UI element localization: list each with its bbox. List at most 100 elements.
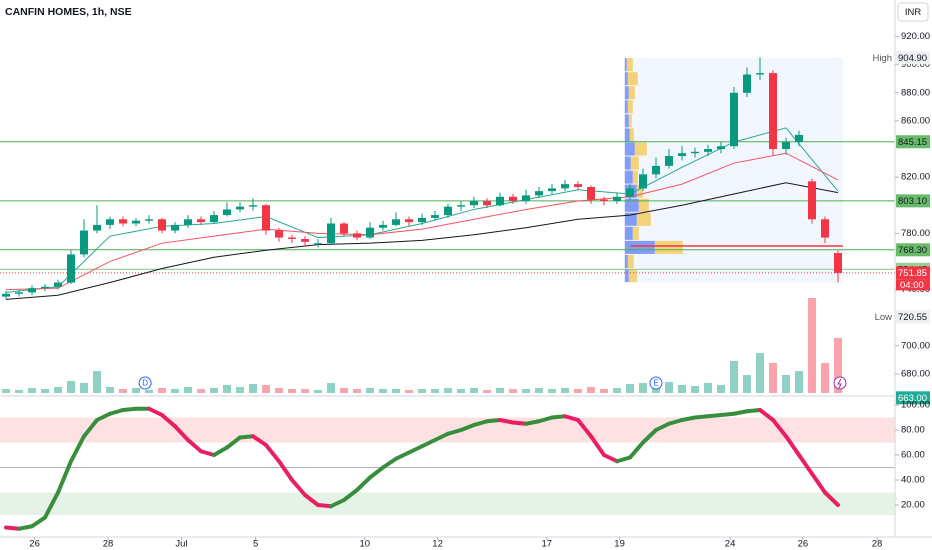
candle-body [132,220,140,224]
volume-bar [80,383,88,393]
countdown: 04:00 [900,280,924,291]
oscillator-segment [43,490,60,520]
volume-bar [327,383,335,393]
volume-bar [145,390,153,393]
volume-bar [236,387,244,393]
y-tick-label: 820.00 [901,172,930,183]
price-label-bg [896,51,930,65]
candle-body [834,253,842,273]
candle-body [28,288,36,293]
level-label-bg [896,135,930,149]
candle-body [509,196,517,202]
volume-bar [483,390,491,393]
oscillator-segment [17,524,34,531]
oscillator-segment [407,444,424,455]
price-tag: Low [875,312,893,323]
oscillator-segment [485,418,502,424]
candle-body [626,188,634,197]
price-label: 720.55 [898,312,927,323]
volume-label-bg [896,391,930,405]
oscillator-band [0,417,895,443]
currency-box[interactable] [897,2,929,22]
volume-bar [379,389,387,393]
oscillator-segment [719,411,736,417]
candle-body [691,151,699,154]
candle-body [236,206,244,210]
price-tag: High [872,53,892,64]
volume-bar [41,389,49,393]
candle-body [340,223,348,234]
volume-bar [119,389,127,393]
profile-down [632,226,639,240]
candle-body [418,217,426,223]
profile-up [624,142,635,156]
candle-body [80,230,88,255]
y-tick-label: 920.00 [901,31,930,42]
oscillator-segment [56,459,73,495]
x-tick-label: 17 [542,539,553,550]
oscillator-segment [186,438,203,454]
profile-down [638,198,649,212]
candle-body [600,199,608,202]
candle-body [405,219,413,223]
candle-body [54,282,62,287]
candle-body [743,74,751,93]
currency[interactable]: INR [905,7,922,18]
oscillator-segment [277,459,294,482]
x-tick-label: 19 [614,539,625,550]
oscillator-segment [446,428,463,436]
level-label-bg [896,194,930,208]
oscillator-segment [511,420,528,426]
volume-bar [587,387,595,393]
profile-up [624,212,637,226]
moving-average [5,182,839,300]
candle-body [444,206,452,216]
oscillator-segment [95,411,112,422]
volume-bar [28,388,36,393]
candle-body [275,230,283,238]
profile-down [629,128,634,142]
volume-bar [444,388,452,393]
alert-bolt [837,378,842,389]
oscillator-segment [771,418,788,439]
oscillator-segment [303,493,320,507]
volume-bar [613,388,621,393]
volume-bar [730,361,738,393]
oscillator-segment [732,409,749,416]
oscillator-segment [550,414,567,420]
candle-body [2,293,10,297]
oscillator-segment [641,428,658,445]
candle-body [223,209,231,216]
oscillator-band [0,492,895,515]
volume-bar [314,390,322,393]
volume-bar [132,388,140,393]
x-tick-label: 28 [872,539,883,550]
profile-up [624,100,628,114]
oscillator-segment [238,434,255,440]
y-tick-label: 900.00 [901,59,930,70]
moving-average [5,152,839,291]
oscillator-segment [784,434,801,457]
candle-body [548,188,556,192]
x-tick-label: 5 [253,539,258,550]
event-marker [138,376,152,390]
osc-tick-label: 40.00 [901,475,925,486]
profile-down [627,254,634,268]
level-label: 803.10 [898,196,927,207]
profile-down [636,184,643,198]
candle-body [15,292,23,294]
oscillator-segment [602,453,619,464]
profile-up [624,240,655,254]
volume-bar [392,389,400,393]
oscillator-segment [329,498,346,509]
candle-body [795,134,803,142]
volume-bar [704,383,712,393]
volume-bar [574,389,582,393]
volume-bar [184,387,192,393]
volume-label: 663.00 [898,393,927,404]
profile-up [624,86,629,100]
oscillator-segment [160,413,177,429]
candle-body [210,215,218,223]
candle-body [106,219,114,225]
